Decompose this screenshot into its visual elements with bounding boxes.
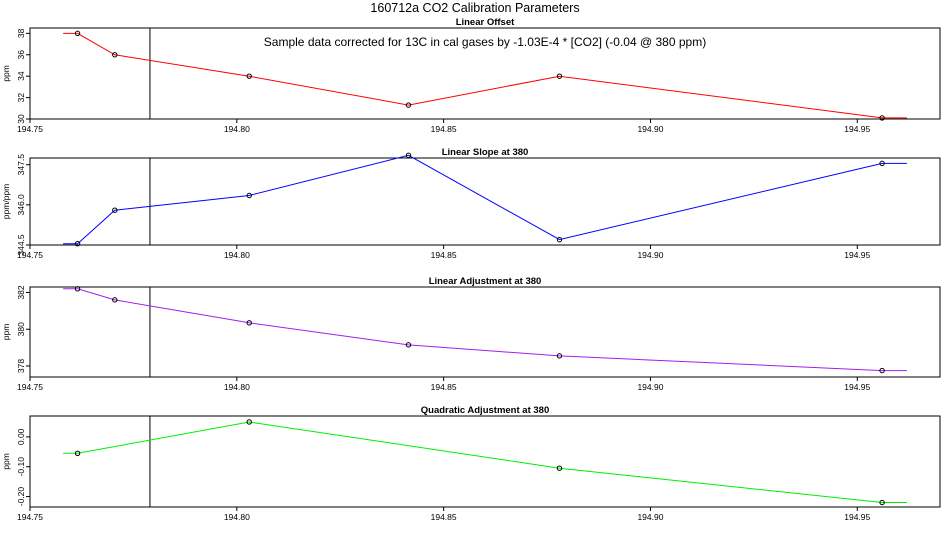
x-tick-label: 194.90 [637,512,663,522]
y-tick-label: -0.10 [16,457,26,477]
x-tick-label: 194.75 [17,512,43,522]
y-tick-label: 347.5 [16,154,26,176]
x-tick-label: 194.75 [17,250,43,260]
y-axis-label: ppm/ppm [1,184,11,219]
data-point [879,160,885,167]
data-point [246,419,252,425]
panel-title: Linear Offset [456,17,515,28]
x-tick-label: 194.80 [224,124,250,134]
series-line [63,32,907,119]
y-tick-label: 380 [16,322,26,336]
data-point [879,115,885,121]
x-tick-label: 194.85 [431,124,457,134]
figure-title: 160712a CO2 Calibration Parameters [370,1,579,15]
data-point [405,342,412,348]
x-tick-label: 194.90 [637,124,663,134]
y-tick-label: -0.20 [16,487,26,507]
y-tick-label: 0.00 [16,428,26,445]
y-axis-label: ppm [1,65,11,82]
y-tick-label: 30 [16,114,26,124]
chart-panel-3: Linear Adjustment at 380 194.75 194.80 194.… [1,276,941,392]
x-tick-label: 194.95 [844,512,870,522]
y-axis-label: ppm [1,324,11,341]
chart-panel-2: Linear Slope at 380 194.75 194.80 194.85 194… [1,147,941,260]
y-tick-label: 34 [16,71,26,81]
chart-panel-4: Quadratic Adjustment at 380 194.75 194.80 1… [1,405,941,522]
chart-panel-1: Linear Offset 194.75 194.80 194.85 194.90 194… [1,17,941,134]
data-point [246,73,252,79]
x-tick-label: 194.80 [224,250,250,260]
panel-title: Linear Slope at 380 [442,147,529,158]
panel-title: Quadratic Adjustment at 380 [421,405,549,416]
x-tick-label: 194.85 [431,512,457,522]
x-tick-label: 194.80 [224,382,250,392]
series-line [63,421,907,503]
plot-frame [29,157,941,246]
x-tick-label: 194.75 [17,382,43,392]
y-tick-label: 36 [16,50,26,60]
x-tick-label: 194.90 [637,382,663,392]
plot-frame [29,415,941,508]
plot-frame [29,27,941,120]
data-point [879,499,885,506]
data-point [246,320,252,326]
series-line [63,288,907,372]
chart-panels: Linear Offset 194.75 194.80 194.85 194.90 194… [1,17,941,522]
data-point [112,297,118,303]
data-point [879,367,885,374]
data-point [405,102,412,108]
x-tick-label: 194.90 [637,250,663,260]
panel-title: Linear Adjustment at 380 [429,276,542,287]
x-tick-label: 194.95 [844,124,870,134]
plot-frame [29,286,941,378]
data-point [405,152,412,159]
x-tick-label: 194.95 [844,382,870,392]
data-point [556,465,563,471]
y-tick-label: 346.0 [16,194,26,216]
y-tick-label: 32 [16,93,26,103]
x-tick-label: 194.95 [844,250,870,260]
x-tick-label: 194.75 [17,124,43,134]
x-tick-label: 194.80 [224,512,250,522]
y-axis-label: ppm [1,453,11,470]
data-point [74,30,81,37]
x-tick-label: 194.85 [431,382,457,392]
data-point [556,353,563,359]
correction-note: Sample data corrected for 13C in cal gas… [264,35,706,49]
data-point [74,450,81,456]
data-point [246,192,252,199]
data-point [74,240,81,247]
y-tick-label: 344.5 [16,234,26,256]
y-tick-label: 38 [16,28,26,38]
data-point [112,207,118,213]
data-point [74,286,81,292]
data-point [112,52,118,58]
series-line [63,154,907,245]
y-tick-label: 382 [16,285,26,299]
x-tick-label: 194.85 [431,250,457,260]
data-point [556,236,563,243]
y-tick-label: 378 [16,359,26,373]
data-point [556,73,563,79]
